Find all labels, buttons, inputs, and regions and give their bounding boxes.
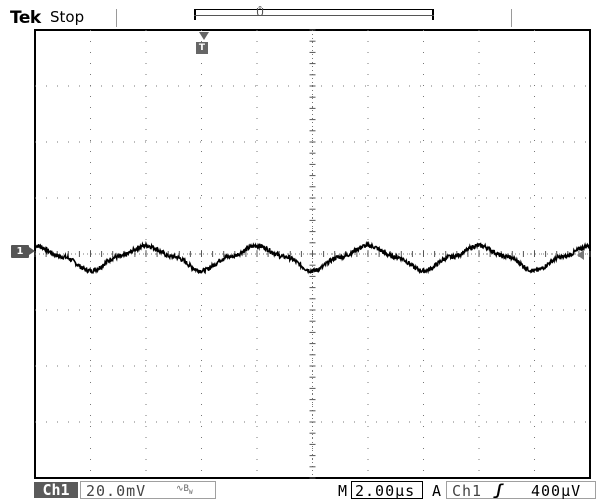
timebase-box: [351, 481, 423, 499]
channel-1-trace: [34, 240, 591, 275]
trigger-position-marker[interactable]: T: [196, 42, 208, 54]
brand-logo: Tek: [10, 8, 41, 28]
bandwidth-limit-icon: ∿BW: [176, 484, 193, 496]
channel-1-ground-marker[interactable]: 1: [11, 245, 35, 258]
top-status-bar: Tek Stop Ů: [0, 0, 597, 30]
trigger-level-marker[interactable]: [577, 250, 584, 260]
record-window-bracket: [194, 9, 434, 20]
volts-per-div: 20.0mV: [86, 482, 147, 500]
divider: [116, 9, 117, 27]
trigger-point-indicator: Ů: [256, 6, 265, 19]
rising-edge-icon: ʃ: [494, 481, 504, 499]
trigger-readout-box: [446, 481, 596, 499]
bottom-status-bar: Ch1 20.0mV ∿BW M 2.00µs A Ch1 ʃ 400µV: [0, 480, 597, 500]
channel-badge[interactable]: Ch1: [34, 482, 78, 498]
timebase-prefix: M: [338, 482, 348, 500]
record-window-line: [194, 15, 434, 16]
trigger-position-arrow-icon: [199, 32, 209, 40]
divider: [511, 9, 512, 27]
trigger-source: Ch1: [452, 482, 483, 500]
volts-readout-box: [80, 481, 216, 499]
trigger-level: 400µV: [531, 482, 582, 500]
acquisition-state: Stop: [50, 8, 85, 26]
time-per-div: 2.00µs: [355, 482, 416, 500]
trigger-prefix: A: [432, 482, 442, 500]
oscilloscope-screen: [34, 29, 591, 479]
